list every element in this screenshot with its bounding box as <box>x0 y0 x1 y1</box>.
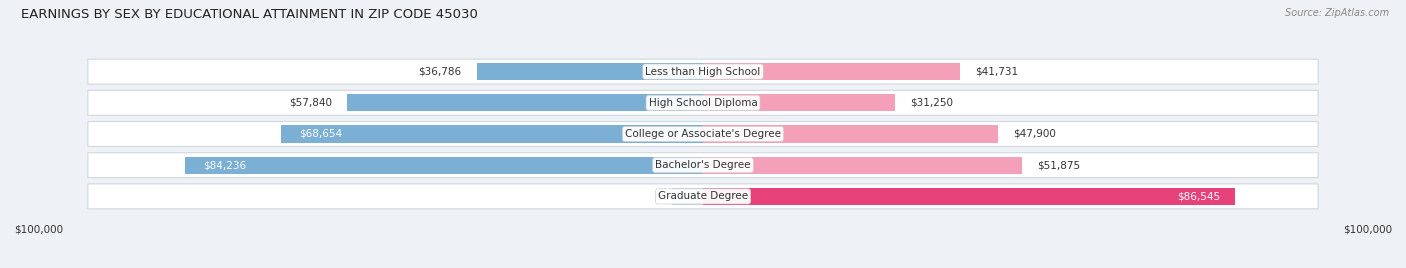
Text: College or Associate's Degree: College or Associate's Degree <box>626 129 780 139</box>
Bar <box>184 157 703 174</box>
Text: $51,875: $51,875 <box>1038 160 1081 170</box>
Text: $31,250: $31,250 <box>911 98 953 108</box>
Text: $0: $0 <box>657 191 669 201</box>
Text: $100,000: $100,000 <box>14 224 63 234</box>
Text: $41,731: $41,731 <box>976 67 1018 77</box>
Text: $36,786: $36,786 <box>418 67 461 77</box>
Bar <box>703 125 998 143</box>
Text: High School Diploma: High School Diploma <box>648 98 758 108</box>
Text: Graduate Degree: Graduate Degree <box>658 191 748 201</box>
FancyBboxPatch shape <box>87 153 1319 178</box>
Text: $47,900: $47,900 <box>1012 129 1056 139</box>
FancyBboxPatch shape <box>87 59 1319 84</box>
Text: Less than High School: Less than High School <box>645 67 761 77</box>
Text: $100,000: $100,000 <box>1343 224 1392 234</box>
Text: $86,545: $86,545 <box>1177 191 1220 201</box>
FancyBboxPatch shape <box>87 121 1319 147</box>
Bar <box>703 188 1236 205</box>
Bar <box>703 63 960 80</box>
FancyBboxPatch shape <box>87 184 1319 209</box>
Bar <box>703 94 896 111</box>
Bar <box>672 188 703 205</box>
Bar <box>477 63 703 80</box>
Text: $84,236: $84,236 <box>204 160 246 170</box>
FancyBboxPatch shape <box>87 90 1319 115</box>
Text: $57,840: $57,840 <box>288 98 332 108</box>
Bar <box>281 125 703 143</box>
Text: Bachelor's Degree: Bachelor's Degree <box>655 160 751 170</box>
Bar <box>703 157 1022 174</box>
Text: Source: ZipAtlas.com: Source: ZipAtlas.com <box>1285 8 1389 18</box>
Text: EARNINGS BY SEX BY EDUCATIONAL ATTAINMENT IN ZIP CODE 45030: EARNINGS BY SEX BY EDUCATIONAL ATTAINMEN… <box>21 8 478 21</box>
Bar <box>347 94 703 111</box>
Text: $68,654: $68,654 <box>299 129 342 139</box>
